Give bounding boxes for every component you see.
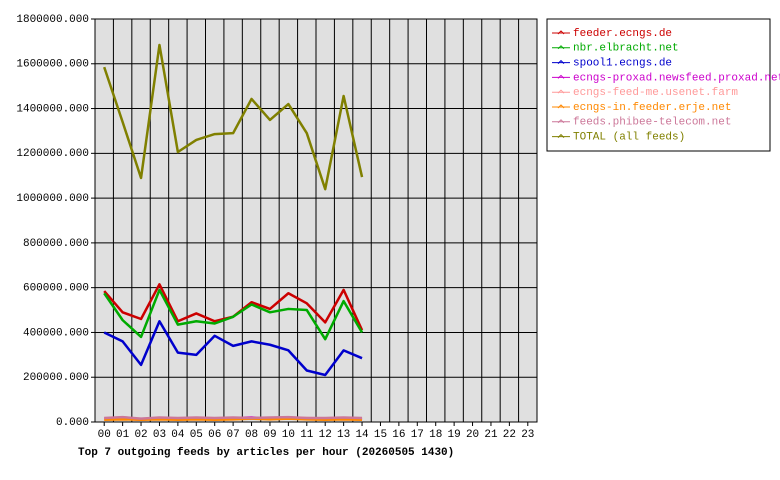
x-tick-label: 19 <box>448 429 461 441</box>
x-tick-label: 00 <box>98 429 111 441</box>
x-tick-label: 22 <box>503 429 516 441</box>
legend-marker <box>557 104 565 109</box>
x-tick-label: 11 <box>300 429 314 441</box>
x-tick-label: 05 <box>190 429 203 441</box>
legend-label: ecngs-feed-me.usenet.farm <box>573 87 738 99</box>
legend-label: spool1.ecngs.de <box>573 58 672 70</box>
series-line <box>103 43 364 191</box>
x-tick-label: 20 <box>466 429 479 441</box>
legend-marker <box>557 74 565 79</box>
legend-label: TOTAL (all feeds) <box>573 132 685 144</box>
y-tick-label: 600000.000 <box>23 283 89 295</box>
x-tick-label: 07 <box>227 429 240 441</box>
x-tick-label: 15 <box>374 429 387 441</box>
x-tick-label: 23 <box>521 429 534 441</box>
x-tick-label: 12 <box>319 429 332 441</box>
legend-marker <box>557 45 565 50</box>
x-tick-label: 04 <box>171 429 185 441</box>
x-tick-label: 03 <box>153 429 166 441</box>
legend-label: feeds.phibee-telecom.net <box>573 117 731 129</box>
y-tick-label: 1000000.000 <box>16 193 89 205</box>
series-line <box>104 415 363 420</box>
legend-marker <box>557 59 565 64</box>
x-tick-label: 21 <box>484 429 498 441</box>
x-tick-label: 01 <box>116 429 130 441</box>
legend-marker <box>557 30 565 35</box>
x-tick-label: 18 <box>429 429 442 441</box>
legend-marker <box>557 119 565 124</box>
series-line <box>104 417 363 422</box>
y-tick-label: 0.000 <box>56 417 89 429</box>
x-tick-label: 13 <box>337 429 350 441</box>
x-tick-label: 02 <box>134 429 147 441</box>
y-tick-label: 1800000.000 <box>16 14 89 26</box>
x-tick-label: 09 <box>263 429 276 441</box>
x-tick-label: 17 <box>411 429 424 441</box>
y-tick-label: 400000.000 <box>23 327 89 339</box>
legend-marker <box>557 133 565 138</box>
series-line <box>103 320 363 377</box>
x-tick-label: 08 <box>245 429 258 441</box>
legend-marker <box>557 89 565 94</box>
y-tick-label: 1200000.000 <box>16 148 89 160</box>
legend-label: nbr.elbracht.net <box>573 43 679 55</box>
chart-title: Top 7 outgoing feeds by articles per hou… <box>78 447 454 459</box>
legend-box <box>546 18 771 152</box>
series-line <box>103 288 364 341</box>
legend-label: ecngs-in.feeder.erje.net <box>573 102 731 114</box>
x-tick-label: 16 <box>392 429 405 441</box>
y-tick-label: 1400000.000 <box>16 103 89 115</box>
x-tick-label: 14 <box>355 429 369 441</box>
y-tick-label: 200000.000 <box>23 372 89 384</box>
legend-label: feeder.ecngs.de <box>573 28 672 40</box>
x-tick-label: 06 <box>208 429 221 441</box>
y-tick-label: 800000.000 <box>23 238 89 250</box>
y-tick-label: 1600000.000 <box>16 59 89 71</box>
x-tick-label: 10 <box>282 429 295 441</box>
legend-label: ecngs-proxad.newsfeed.proxad.net <box>573 72 780 84</box>
